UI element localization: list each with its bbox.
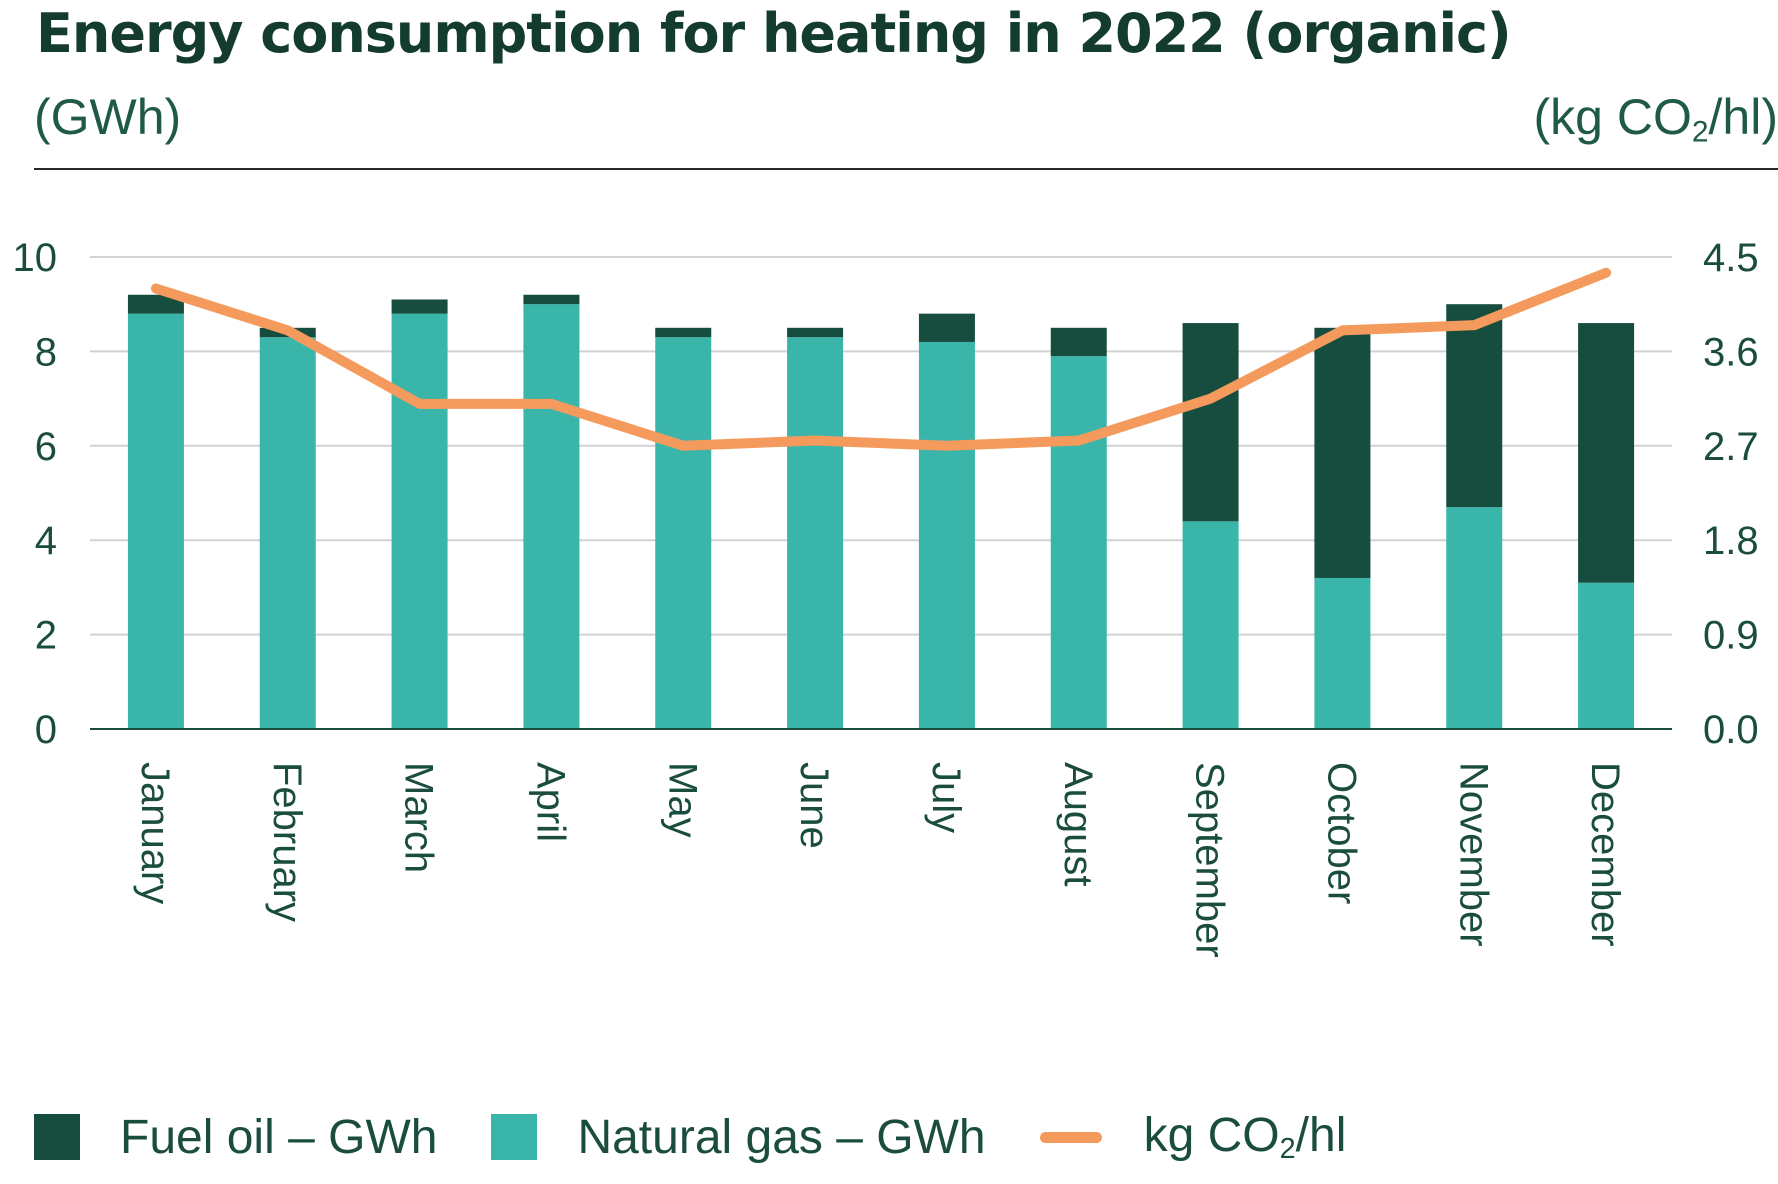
y-tick-label: 8	[35, 330, 57, 374]
bar-fuel-oil	[127, 294, 184, 314]
legend: Fuel oil – GWh Natural gas – GWh kg CO2/…	[34, 1108, 1400, 1166]
bar-natural-gas	[1446, 507, 1503, 729]
x-tick-label: April	[528, 762, 572, 842]
x-tick-label: August	[1056, 762, 1100, 887]
co2-series-line	[150, 267, 1612, 451]
bar-fuel-oil	[787, 327, 844, 338]
fuel-oil-swatch	[34, 1114, 80, 1161]
bar-natural-gas	[1050, 356, 1107, 729]
legend-item-natural-gas: Natural gas – GWh	[491, 1110, 986, 1165]
bar-fuel-oil	[918, 313, 975, 342]
x-tick-label: July	[924, 762, 968, 833]
x-tick-label: December	[1583, 762, 1627, 947]
x-tick-label: January	[133, 762, 177, 904]
bar-fuel-oil	[1050, 327, 1107, 357]
bar-natural-gas	[787, 337, 844, 729]
x-tick-label: February	[265, 762, 309, 922]
natural-gas-swatch	[491, 1114, 538, 1161]
legend-co2-label: kg CO2/hl	[1143, 1109, 1347, 1166]
bar-natural-gas	[259, 337, 316, 729]
bar-natural-gas	[127, 313, 184, 729]
y-tick-label: 4	[35, 519, 57, 563]
bar-natural-gas	[655, 337, 712, 729]
axes: 0 2 4 6 8 10 0.0 0.9 1.8 2.7 3.6 4.5 January February…	[13, 236, 1759, 958]
x-tick-label: October	[1319, 762, 1363, 904]
co2-line	[150, 267, 1612, 451]
bar-fuel-oil	[523, 294, 580, 305]
bar-natural-gas	[391, 313, 448, 729]
legend-item-fuel-oil: Fuel oil – GWh	[34, 1110, 437, 1165]
co2-line-swatch	[1039, 1131, 1102, 1143]
bar-fuel-oil	[1182, 323, 1239, 522]
right-axis-unit: (kg CO2/hl)	[1533, 89, 1778, 149]
title-rule	[34, 168, 1778, 170]
y2-tick-label: 0.9	[1703, 614, 1759, 658]
bar-natural-gas	[1578, 582, 1635, 729]
x-tick-label: May	[660, 762, 704, 838]
bar-fuel-oil	[1446, 304, 1503, 508]
y-tick-label: 2	[35, 614, 57, 658]
bars	[127, 294, 1635, 729]
y2-tick-label: 3.6	[1703, 330, 1759, 374]
legend-natural-gas-label: Natural gas – GWh	[577, 1110, 986, 1164]
y2-tick-label: 4.5	[1703, 236, 1759, 280]
legend-fuel-oil-label: Fuel oil – GWh	[120, 1110, 438, 1164]
y2-tick-label: 0.0	[1703, 708, 1759, 752]
bar-natural-gas	[523, 304, 580, 729]
bar-fuel-oil	[655, 327, 712, 338]
x-tick-label: November	[1451, 762, 1495, 947]
y-tick-label: 0	[35, 708, 57, 752]
legend-item-co2: kg CO2/hl	[1039, 1108, 1347, 1166]
chart-title: Energy consumption for heating in 2022 (…	[36, 2, 1512, 65]
x-tick-label: March	[397, 762, 441, 873]
y2-tick-label: 2.7	[1703, 425, 1759, 469]
x-tick-label: September	[1188, 762, 1232, 958]
bar-natural-gas	[1182, 521, 1239, 729]
bar-fuel-oil	[1578, 323, 1635, 583]
bar-fuel-oil	[1314, 327, 1371, 578]
bar-fuel-oil	[391, 299, 448, 314]
bar-natural-gas	[918, 341, 975, 729]
chart-plot: 0 2 4 6 8 10 0.0 0.9 1.8 2.7 3.6 4.5 January February…	[13, 236, 1759, 958]
y-tick-label: 10	[13, 236, 58, 280]
bar-natural-gas	[1314, 577, 1371, 729]
x-tick-label: June	[792, 762, 836, 849]
y-tick-label: 6	[35, 425, 57, 469]
y2-tick-label: 1.8	[1703, 519, 1759, 563]
left-axis-unit: (GWh)	[34, 89, 182, 145]
